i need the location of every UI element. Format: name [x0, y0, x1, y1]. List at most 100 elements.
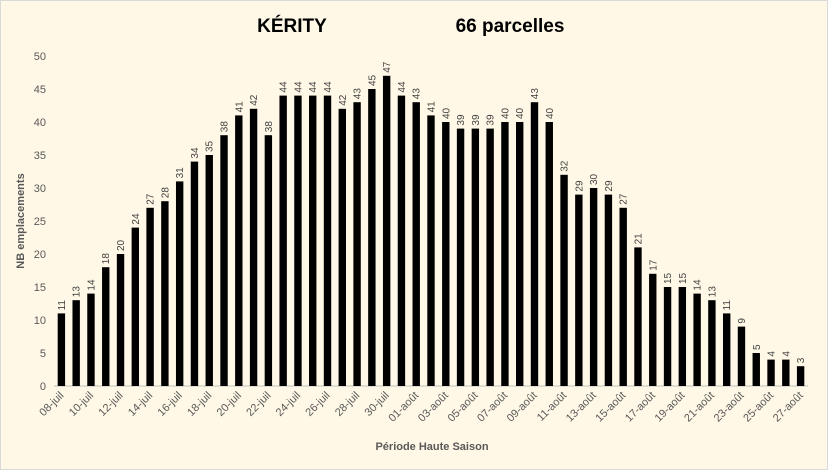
value-label: 38 — [220, 121, 231, 133]
value-label: 17 — [648, 259, 659, 271]
bar — [235, 115, 243, 387]
value-label: 3 — [796, 357, 807, 363]
value-label: 27 — [146, 193, 157, 205]
value-label: 39 — [486, 114, 497, 126]
value-label: 24 — [131, 213, 142, 225]
y-tick-label: 25 — [34, 216, 46, 228]
bar — [87, 293, 95, 386]
bar — [190, 161, 199, 386]
value-label: 14 — [86, 279, 97, 291]
bar — [604, 194, 613, 386]
bar — [116, 254, 125, 386]
bar — [131, 227, 140, 386]
bar — [57, 313, 66, 386]
value-label: 44 — [279, 81, 290, 93]
chart-title: KÉRITY — [257, 15, 327, 37]
bar — [796, 366, 805, 386]
bar — [545, 122, 553, 386]
value-label: 4 — [767, 351, 778, 357]
value-label: 39 — [456, 114, 467, 126]
bar — [693, 293, 701, 386]
value-label: 31 — [175, 167, 186, 179]
bar — [456, 128, 465, 386]
bar — [442, 122, 450, 386]
y-tick-label: 40 — [34, 117, 46, 129]
value-label: 13 — [707, 286, 718, 298]
value-label: 43 — [412, 88, 423, 100]
value-label: 34 — [190, 147, 201, 159]
chart-subtitle: 66 parcelles — [456, 16, 565, 37]
y-tick-label: 50 — [34, 51, 46, 63]
y-tick-label: 15 — [34, 282, 46, 294]
value-label: 40 — [441, 107, 452, 119]
value-label: 47 — [382, 61, 393, 73]
value-label: 21 — [633, 233, 644, 245]
value-label: 40 — [500, 107, 511, 119]
bar — [767, 359, 775, 386]
bar — [708, 300, 716, 386]
bar — [294, 95, 302, 386]
bar — [279, 95, 287, 386]
value-label: 11 — [722, 300, 733, 311]
bar — [634, 247, 642, 386]
y-tick-label: 10 — [34, 315, 46, 327]
bar — [249, 108, 258, 387]
value-label: 44 — [308, 81, 319, 93]
bar — [560, 174, 568, 386]
value-label: 45 — [367, 74, 378, 86]
bar — [575, 194, 583, 386]
value-label: 42 — [338, 94, 349, 106]
bar — [220, 135, 228, 386]
value-label: 27 — [619, 193, 630, 205]
bar — [516, 122, 524, 386]
bar — [649, 273, 657, 386]
bar — [752, 353, 760, 386]
y-axis-label: NB emplacements — [15, 173, 27, 268]
value-label: 29 — [604, 180, 615, 192]
bar — [382, 75, 391, 387]
value-label: 15 — [663, 272, 674, 284]
bar — [619, 207, 627, 386]
bar — [323, 95, 332, 386]
y-tick-label: 30 — [34, 183, 46, 195]
bar — [161, 201, 169, 386]
value-label: 44 — [323, 81, 334, 93]
y-tick-label: 5 — [40, 348, 46, 360]
value-label: 38 — [264, 121, 275, 133]
bar — [412, 102, 420, 386]
value-label: 41 — [427, 101, 438, 113]
value-label: 15 — [678, 272, 689, 284]
value-label: 20 — [116, 239, 127, 251]
bar — [782, 359, 790, 386]
bar — [368, 89, 376, 386]
value-label: 11 — [57, 300, 68, 311]
value-label: 44 — [397, 81, 408, 93]
value-label: 44 — [293, 81, 304, 93]
bar — [264, 135, 273, 386]
value-label: 9 — [737, 318, 748, 324]
value-label: 18 — [101, 253, 112, 265]
x-axis-label: Période Haute Saison — [375, 441, 488, 453]
value-label: 39 — [471, 114, 482, 126]
value-label: 4 — [781, 351, 792, 357]
bar — [722, 313, 731, 386]
value-label: 32 — [560, 160, 571, 172]
y-tick-label: 35 — [34, 150, 46, 162]
bar — [146, 207, 154, 386]
bar — [175, 181, 184, 386]
bar — [427, 115, 435, 387]
bar — [663, 287, 672, 386]
value-label: 35 — [205, 140, 216, 152]
bar — [353, 102, 361, 386]
bar — [102, 267, 110, 386]
value-label: 13 — [72, 286, 83, 298]
bar — [501, 122, 509, 386]
bar — [397, 95, 406, 386]
value-label: 28 — [160, 187, 171, 199]
bar — [486, 128, 494, 386]
y-tick-label: 20 — [34, 249, 46, 261]
value-label: 14 — [693, 279, 704, 291]
value-label: 30 — [589, 173, 600, 185]
value-label: 5 — [752, 344, 763, 350]
